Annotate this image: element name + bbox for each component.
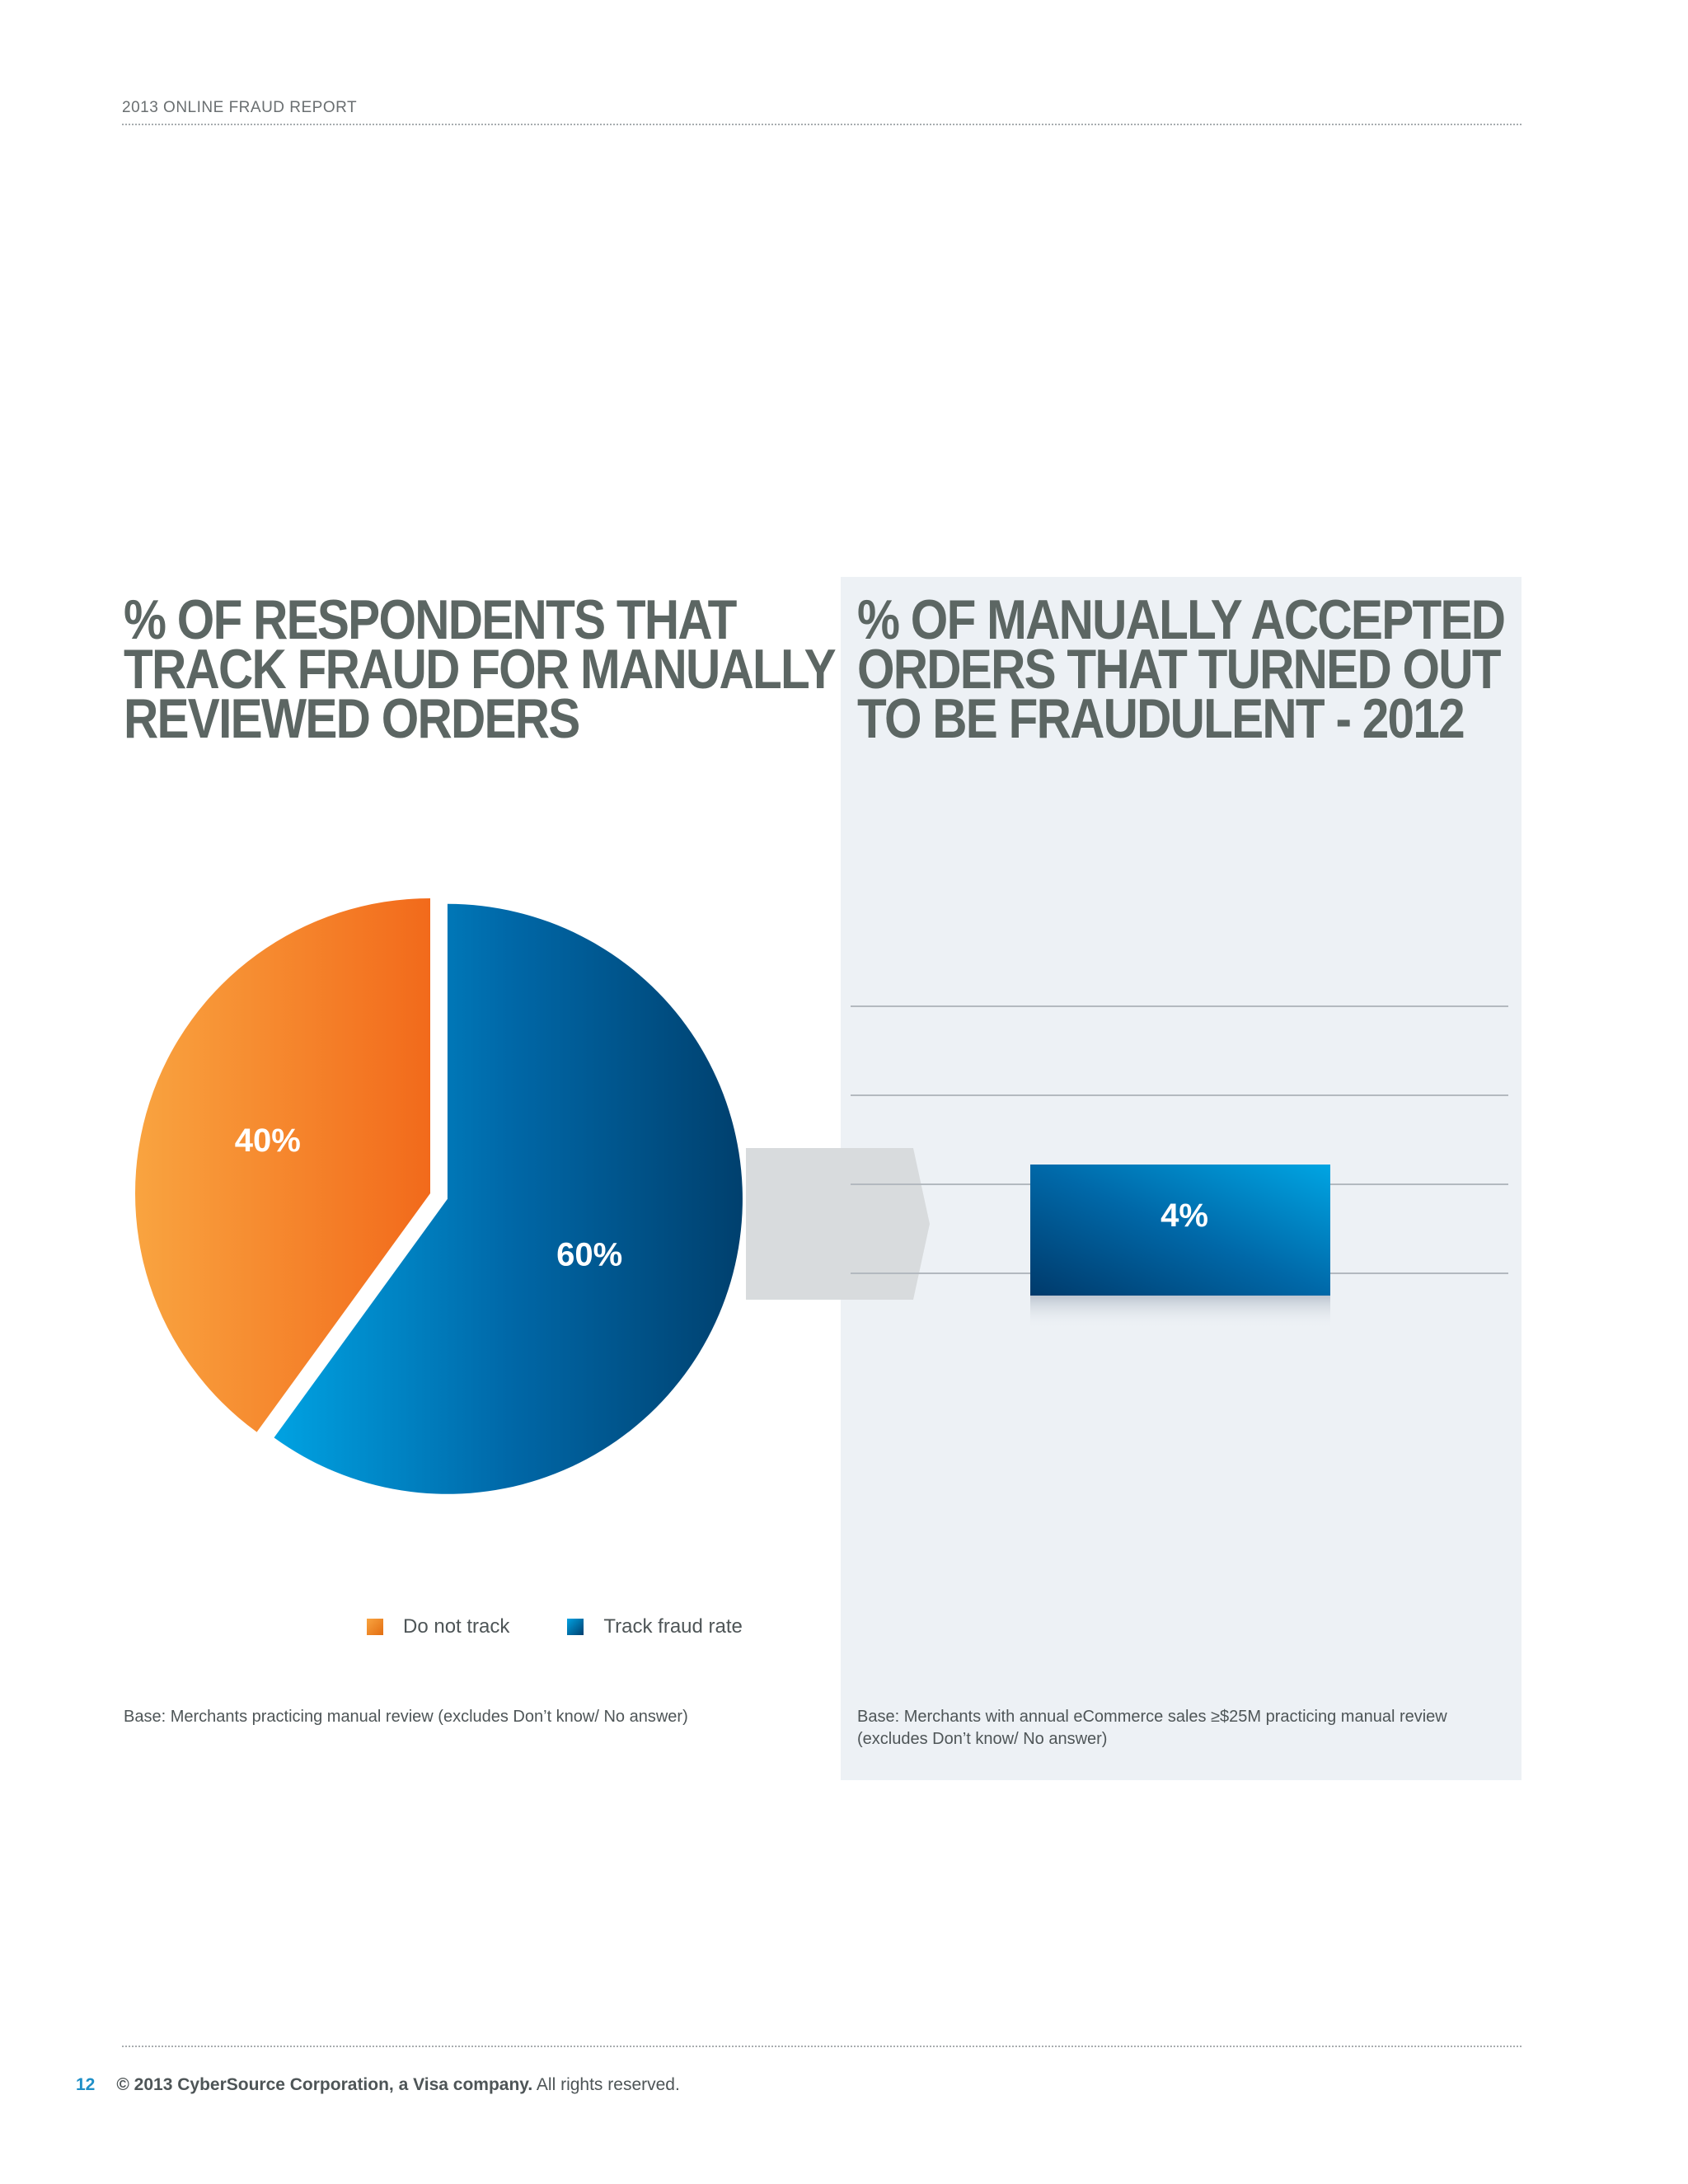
right-title-line-1: % OF MANUALLY ACCEPTED	[857, 588, 1506, 651]
left-title-line-2: TRACK FRAUD FOR MANUALLY	[124, 638, 837, 701]
right-title-line-3: TO BE FRAUDULENT - 2012	[857, 687, 1465, 750]
legend-item-track-fraud-rate: Track fraud rate	[567, 1615, 743, 1638]
bar-chart: 4%	[1030, 1165, 1330, 1329]
legend-label: Do not track	[403, 1615, 510, 1638]
running-header: 2013 ONLINE FRAUD REPORT	[122, 99, 358, 116]
footer: 12 © 2013 CyberSource Corporation, a Visa…	[76, 2075, 680, 2095]
right-base-note-line-2: (excludes Don’t know/ No answer)	[857, 1730, 1108, 1748]
left-base-note: Base: Merchants practicing manual review…	[124, 1708, 688, 1726]
pie-label-track-fraud-rate: 60%	[556, 1237, 622, 1273]
pie-chart: 40% 60%	[135, 898, 743, 1494]
left-chart-title: % OF RESPONDENTS THAT TRACK FRAUD FOR MA…	[124, 588, 950, 750]
copyright-bold: © 2013 CyberSource Corporation, a Visa c…	[116, 2075, 533, 2094]
bar-1	[1030, 1165, 1330, 1296]
callout-arrow	[746, 1148, 930, 1300]
copyright-rest: All rights reserved.	[532, 2075, 680, 2094]
bar-shadow	[1030, 1296, 1330, 1329]
footer-divider	[122, 2046, 1522, 2047]
bar-label-1: 4%	[1160, 1197, 1208, 1234]
right-base-note: Base: Merchants with annual eCommerce sa…	[857, 1706, 1447, 1750]
left-legend: Do not track Track fraud rate	[367, 1615, 743, 1638]
right-base-note-line-1: Base: Merchants with annual eCommerce sa…	[857, 1708, 1447, 1726]
pie-slice-track-fraud-rate	[274, 903, 743, 1494]
left-title-line-1: % OF RESPONDENTS THAT	[124, 588, 737, 651]
pie-label-do-not-track: 40%	[235, 1122, 301, 1159]
legend-item-do-not-track: Do not track	[367, 1615, 509, 1638]
header-divider	[122, 124, 1522, 125]
legend-swatch-blue	[567, 1619, 584, 1635]
left-title-line-3: REVIEWED ORDERS	[124, 687, 580, 750]
legend-label: Track fraud rate	[603, 1615, 743, 1638]
pie-slice-do-not-track	[135, 898, 430, 1432]
legend-swatch-orange	[367, 1619, 383, 1635]
page-number: 12	[76, 2075, 96, 2094]
right-chart-title: % OF MANUALLY ACCEPTED ORDERS THAT TURNE…	[857, 588, 1610, 750]
right-title-line-2: ORDERS THAT TURNED OUT	[857, 638, 1501, 701]
